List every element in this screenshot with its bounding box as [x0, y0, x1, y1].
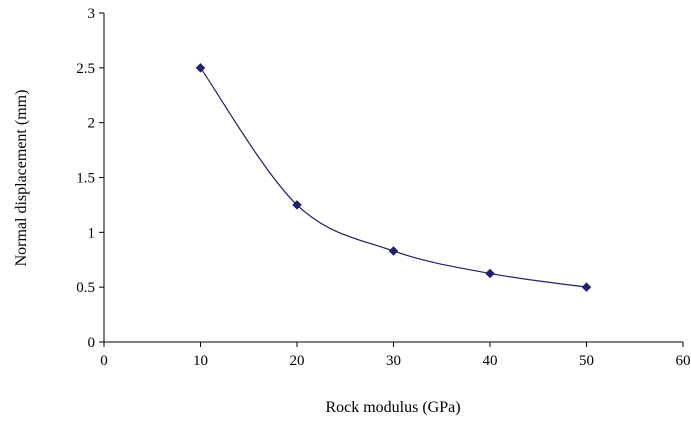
data-point	[581, 282, 592, 293]
y-axis-title: Normal displacement (mm)	[13, 90, 30, 267]
x-tick-label: 20	[290, 353, 305, 369]
ticks: 0 10 20 30 40 50 60 0 0.5 1 1.5 2 2.5 3	[76, 6, 690, 369]
y-tick-label: 2.5	[76, 61, 95, 77]
x-tick-label: 10	[193, 353, 208, 369]
data-point	[292, 200, 302, 210]
data-point	[388, 246, 399, 256]
y-tick-label: 2	[88, 116, 96, 132]
data-point	[195, 62, 206, 73]
data-point	[485, 268, 495, 279]
x-axis-title: Rock modulus (GPa)	[325, 399, 460, 416]
x-tick-label: 60	[676, 353, 691, 369]
x-tick-label: 40	[483, 353, 498, 369]
y-tick-label: 0	[88, 335, 96, 351]
axes	[103, 13, 683, 343]
y-tick-label: 1	[88, 225, 96, 241]
y-tick-label: 1.5	[76, 171, 95, 187]
y-tick-label: 0.5	[76, 280, 95, 296]
x-tick-label: 50	[579, 353, 594, 369]
series-layer	[195, 62, 592, 293]
series-line	[200, 67, 587, 288]
x-tick-label: 0	[100, 353, 108, 369]
x-tick-label: 30	[386, 353, 401, 369]
y-tick-label: 3	[88, 6, 96, 22]
